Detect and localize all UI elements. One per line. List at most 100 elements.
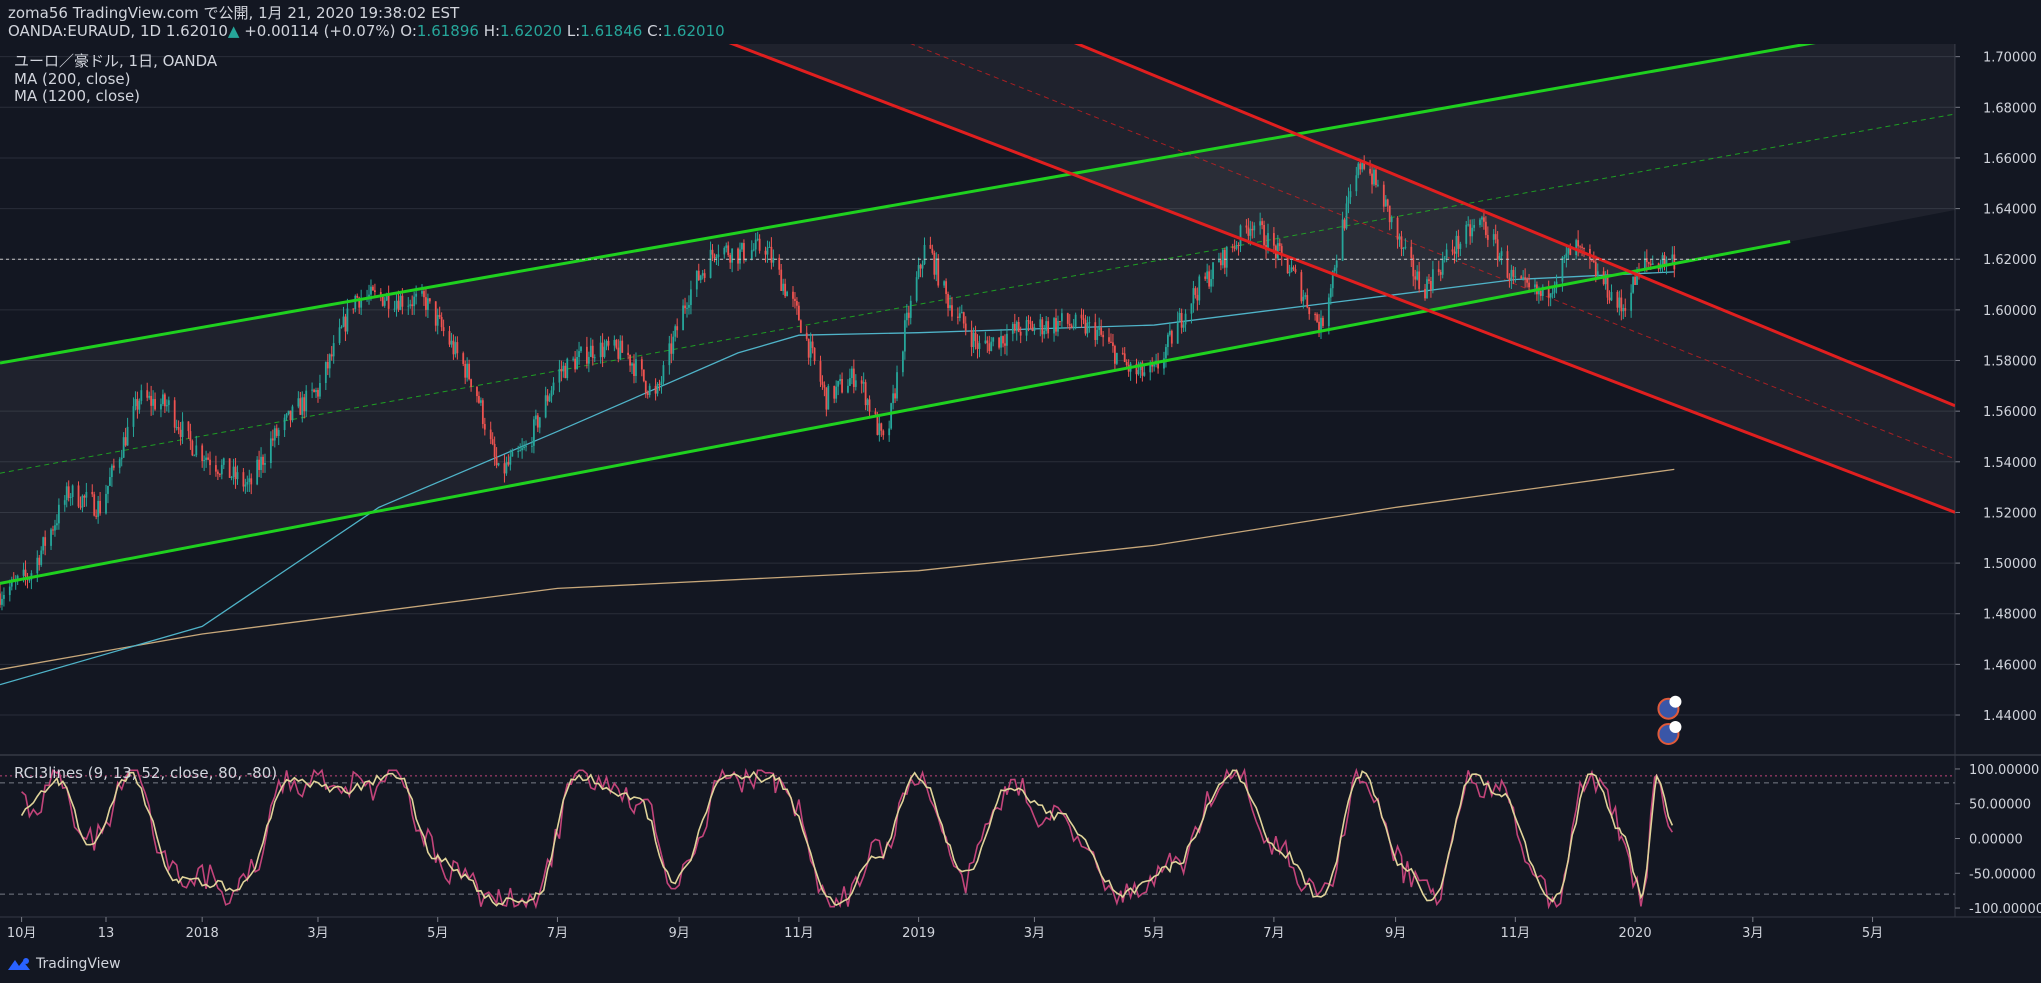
candle-body <box>209 459 211 466</box>
candle-body <box>324 361 327 384</box>
candle-body <box>1233 247 1236 249</box>
high-label: H: <box>483 22 501 40</box>
time-tick-label: 11月 <box>784 926 814 941</box>
candle-body <box>813 347 816 362</box>
time-tick-label: 11月 <box>1501 926 1531 941</box>
candle-body <box>1204 276 1207 279</box>
candle-body <box>1176 320 1179 344</box>
candle-body <box>1196 294 1199 301</box>
candle-body <box>478 396 480 403</box>
candle-body <box>578 351 580 358</box>
price-tick-label: 1.58000 <box>1983 355 2037 370</box>
candle-body <box>1451 249 1454 252</box>
time-tick-label: 13 <box>98 926 115 941</box>
candle-body <box>93 494 96 516</box>
candle-body <box>427 298 429 310</box>
channel-line-green <box>0 240 1791 585</box>
candle-body <box>621 340 624 353</box>
candle-body <box>299 398 302 415</box>
candle-body <box>277 430 280 436</box>
candle-body <box>1320 317 1322 332</box>
price-tick-label: 1.46000 <box>1983 658 2037 673</box>
candle-body <box>1382 184 1385 207</box>
candle-body <box>697 270 700 281</box>
time-tick-label: 2020 <box>1619 926 1652 941</box>
tradingview-footer[interactable]: TradingView <box>6 956 121 972</box>
candle-body <box>65 486 68 501</box>
candle-body <box>909 300 912 318</box>
candle-body <box>1231 246 1234 248</box>
candle-body <box>442 327 445 332</box>
legend-ma200[interactable]: MA (200, close) <box>14 70 131 88</box>
candle-body <box>725 245 728 248</box>
time-tick-label: 3月 <box>1742 926 1763 941</box>
candle-body <box>1459 243 1462 249</box>
candle-body <box>972 332 975 348</box>
candle-body <box>162 394 164 405</box>
candle-body <box>1616 291 1619 308</box>
candle-body <box>731 248 734 263</box>
candle-body <box>160 404 162 410</box>
candle-body <box>1006 333 1008 346</box>
legend-ma1200[interactable]: MA (1200, close) <box>14 87 141 105</box>
candle-body <box>1412 257 1415 277</box>
symbol-ohlc-line: OANDA:EURAUD, 1D 1.62010▲ +0.00114 (+0.0… <box>8 22 725 40</box>
candle-body <box>317 390 319 397</box>
candle-body <box>1055 318 1057 332</box>
candle-body <box>1053 318 1055 334</box>
candle-body <box>36 557 39 574</box>
candle-body <box>754 239 757 250</box>
channel-fill-green <box>0 44 1955 584</box>
symbol-label: OANDA:EURAUD, 1D <box>8 22 162 40</box>
candle-body <box>342 316 345 327</box>
candle-body <box>264 462 266 465</box>
legend-rci[interactable]: RCI3lines (9, 13, 52, close, 80, -80) <box>14 764 278 782</box>
candle-body <box>483 424 486 430</box>
candle-body <box>456 342 459 354</box>
main-pane <box>0 44 1955 686</box>
candle-body <box>126 426 129 446</box>
candle-body <box>603 346 606 357</box>
candle-body <box>558 369 561 383</box>
candle-body <box>352 308 355 310</box>
candle-body <box>495 456 498 466</box>
candle-body <box>1235 245 1238 249</box>
price-tick-label: 1.68000 <box>1983 101 2037 116</box>
candle-body <box>1137 370 1140 375</box>
candle-body <box>709 249 712 278</box>
candle-body <box>40 550 43 565</box>
candle-body <box>1357 163 1360 176</box>
candle-body <box>1 598 3 605</box>
candle-body <box>646 392 649 396</box>
candle-body <box>849 378 851 386</box>
candle-body <box>823 384 826 388</box>
candle-body <box>976 341 979 349</box>
candle-body <box>1029 321 1032 325</box>
candle-body <box>177 427 180 430</box>
time-tick-label: 7月 <box>1263 926 1284 941</box>
candle-body <box>1068 323 1071 326</box>
candle-body <box>629 355 631 366</box>
candle-body <box>599 342 602 358</box>
candle-body <box>615 339 618 348</box>
candle-body <box>1604 274 1607 285</box>
legend-symbol[interactable]: ユーロ／豪ドル, 1日, OANDA <box>14 52 218 70</box>
candle-body <box>1294 269 1297 273</box>
candle-body <box>538 417 541 428</box>
candle-body <box>1308 307 1311 315</box>
ma200-line <box>0 271 1675 686</box>
candle-body <box>476 386 478 397</box>
candle-body <box>42 537 45 551</box>
candle-body <box>1239 225 1242 246</box>
candle-body <box>1143 372 1146 376</box>
candle-body <box>109 477 111 486</box>
candle-body <box>1000 336 1002 348</box>
candle-body <box>124 437 127 446</box>
candle-body <box>1025 320 1028 336</box>
candle-body <box>847 385 849 393</box>
candle-body <box>642 369 645 382</box>
candle-body <box>1596 271 1599 277</box>
candle-body <box>189 431 192 441</box>
candle-body <box>931 248 934 253</box>
